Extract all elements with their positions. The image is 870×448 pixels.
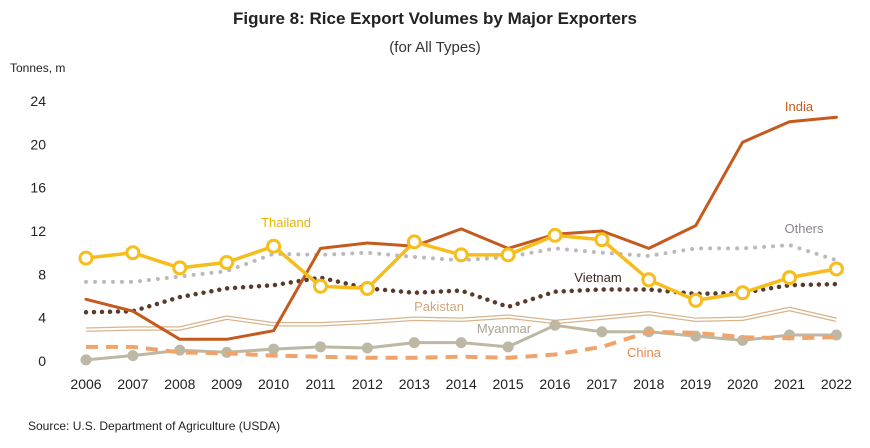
point-thailand (594, 232, 610, 248)
series-line-india (84, 115, 838, 341)
series-pakistan (85, 306, 837, 332)
series-india (84, 115, 838, 341)
series-label-others: Others (784, 221, 824, 236)
series-label-vietnam: Vietnam (574, 270, 621, 285)
x-tick-label: 2021 (774, 376, 805, 392)
point-thailand (359, 280, 375, 296)
x-tick-label: 2020 (727, 376, 758, 392)
point-myanmar (502, 341, 514, 353)
point-myanmar (268, 343, 280, 355)
point-thailand (828, 261, 844, 277)
series-line-inner-pakistan (85, 308, 837, 331)
point-myanmar (80, 354, 92, 366)
x-tick-label: 2012 (352, 376, 383, 392)
x-tick-label: 2010 (258, 376, 289, 392)
series-labels: Others Pakistan Myanmar China Vietnam India Th… (261, 99, 824, 360)
point-myanmar (315, 341, 326, 353)
source-note: Source: U.S. Department of Agriculture (… (28, 419, 280, 433)
y-tick-label: 24 (30, 93, 46, 109)
series-china (86, 329, 837, 360)
x-tick-label: 2013 (399, 376, 430, 392)
series-label-pakistan: Pakistan (414, 299, 464, 314)
x-tick-label: 2011 (305, 376, 335, 392)
series-label-china: China (627, 345, 662, 360)
point-myanmar (408, 337, 420, 349)
x-tick-label: 2019 (680, 376, 711, 392)
x-ticks: 2006 2007 2008 2009 2010 2011 2012 2013 2014 2015… (70, 376, 852, 392)
point-thailand (453, 247, 469, 263)
point-thailand (219, 254, 235, 270)
series-label-thailand: Thailand (261, 215, 311, 230)
point-thailand (500, 247, 516, 263)
y-tick-label: 4 (38, 310, 46, 326)
point-thailand (125, 245, 141, 261)
x-tick-label: 2006 (70, 376, 101, 392)
y-tick-label: 16 (30, 180, 46, 196)
series-layer (78, 115, 844, 366)
x-tick-label: 2016 (539, 376, 570, 392)
x-tick-label: 2008 (164, 376, 195, 392)
x-tick-label: 2018 (633, 376, 664, 392)
chart-subtitle: (for All Types) (389, 39, 480, 56)
point-thailand (172, 260, 188, 276)
point-myanmar (361, 342, 373, 354)
point-thailand (688, 292, 704, 308)
point-thailand (641, 272, 657, 288)
point-thailand (313, 278, 328, 294)
y-tick-label: 8 (38, 266, 46, 282)
x-tick-label: 2014 (446, 376, 477, 392)
y-tick-label: 0 (38, 353, 46, 369)
y-ticks: 0 4 8 12 16 20 24 (30, 93, 46, 369)
y-tick-label: 12 (30, 223, 46, 239)
point-thailand (547, 227, 563, 243)
x-tick-label: 2022 (821, 376, 852, 392)
chart-title: Figure 8: Rice Export Volumes by Major E… (233, 9, 637, 28)
point-myanmar (549, 319, 561, 331)
series-label-myanmar: Myanmar (477, 321, 532, 336)
series-thailand (78, 227, 844, 308)
series-line-china (86, 329, 837, 360)
point-thailand (406, 234, 422, 250)
point-thailand (735, 285, 751, 301)
x-tick-label: 2007 (117, 376, 148, 392)
series-line-thailand (84, 233, 839, 303)
point-thailand (78, 250, 94, 266)
series-label-india: India (785, 99, 814, 114)
point-myanmar (455, 337, 467, 349)
series-line-vietnam (83, 275, 839, 315)
point-thailand (782, 270, 797, 286)
series-vietnam (83, 275, 839, 315)
x-tick-label: 2017 (586, 376, 617, 392)
x-tick-label: 2015 (493, 376, 524, 392)
y-tick-label: 20 (30, 136, 46, 152)
point-myanmar (127, 350, 139, 362)
y-axis-label: Tonnes, m (10, 61, 65, 75)
point-myanmar (596, 326, 608, 338)
x-tick-label: 2009 (211, 376, 242, 392)
point-thailand (266, 238, 282, 254)
